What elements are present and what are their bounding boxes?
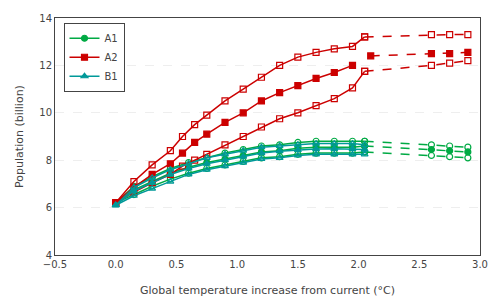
svg-text:14: 14: [39, 13, 52, 24]
svg-text:A1: A1: [105, 33, 118, 44]
svg-text:1.5: 1.5: [290, 259, 306, 270]
svg-text:6: 6: [46, 202, 52, 213]
svg-text:2.0: 2.0: [351, 259, 367, 270]
svg-text:B1: B1: [105, 71, 118, 82]
svg-text:4: 4: [46, 250, 52, 261]
svg-text:8: 8: [46, 155, 52, 166]
svg-text:−0.5: −0.5: [43, 259, 67, 270]
svg-text:1.0: 1.0: [229, 259, 245, 270]
svg-text:0.0: 0.0: [108, 259, 124, 270]
svg-text:A2: A2: [105, 52, 118, 63]
svg-text:3.0: 3.0: [472, 259, 488, 270]
svg-text:0.5: 0.5: [168, 259, 184, 270]
svg-text:Global temperature increase fr: Global temperature increase from current…: [140, 284, 395, 297]
svg-text:12: 12: [39, 60, 52, 71]
svg-text:2.5: 2.5: [411, 259, 427, 270]
svg-text:10: 10: [39, 107, 52, 118]
svg-text:Population (billion): Population (billion): [13, 85, 26, 188]
